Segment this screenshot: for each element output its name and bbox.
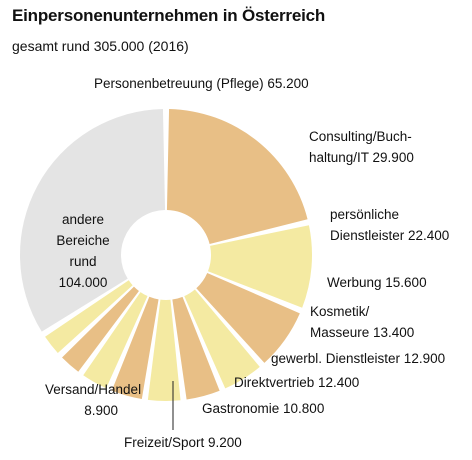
label-line: Bereiche — [56, 233, 109, 248]
label-personenbetreuung-pflege: Personenbetreuung (Pflege) 65.200 — [94, 76, 309, 91]
label-freizeit-sport: Freizeit/Sport 9.200 — [124, 435, 242, 450]
label-line: persönliche — [330, 207, 399, 222]
donut-slices — [20, 109, 312, 401]
label-line: 8.900 — [84, 403, 118, 418]
label-line: Kosmetik/ — [310, 304, 370, 319]
label-line: 104.000 — [59, 275, 108, 290]
slice-versand-handel — [45, 280, 133, 354]
label-line: Freizeit/Sport 9.200 — [124, 435, 242, 450]
label-werbung: Werbung 15.600 — [327, 275, 427, 290]
label-line: Werbung 15.600 — [327, 275, 427, 290]
label-consulting-buchhaltung-it: Consulting/Buch-haltung/IT 29.900 — [309, 129, 414, 165]
slice-gastronomie — [83, 292, 148, 389]
slice-andere-bereiche — [20, 109, 166, 332]
slice-kosmetik-masseure — [172, 296, 220, 400]
label-persoenliche-dienstleister: persönliche Dienstleister 22.400 — [330, 207, 449, 243]
label-line: Personenbetreuung (Pflege) 65.200 — [94, 76, 309, 91]
label-versand-handel: Versand/Handel 8.900 — [45, 382, 141, 418]
chart-title: Einpersonenunternehmen in Österreich — [12, 6, 326, 25]
label-kosmetik-masseure: Kosmetik/Masseure 13.400 — [310, 304, 414, 340]
label-line: andere — [62, 212, 104, 227]
label-line: Masseure 13.400 — [310, 325, 414, 340]
label-line: gewerbl. Dienstleister 12.900 — [271, 351, 445, 366]
label-line: Versand/Handel — [45, 382, 141, 397]
slice-gewerbl-dienstleister — [147, 299, 181, 401]
label-line: Gastronomie 10.800 — [202, 401, 324, 416]
slice-consulting-buchhaltung-it — [207, 225, 312, 308]
slice-freizeit-sport — [62, 286, 139, 372]
slice-personenbetreuung-pflege — [166, 109, 308, 244]
label-line: Consulting/Buch- — [309, 129, 412, 144]
label-line: rund — [69, 254, 96, 269]
label-line: Dienstleister 22.400 — [330, 228, 449, 243]
label-gewerbl-dienstleister: gewerbl. Dienstleister 12.900 — [271, 351, 445, 366]
slice-werbung — [184, 289, 260, 389]
slice-labels: Personenbetreuung (Pflege) 65.200 Consult… — [45, 76, 449, 450]
chart-subtitle: gesamt rund 305.000 (2016) — [12, 38, 189, 54]
slice-direktvertrieb — [111, 296, 159, 399]
slice-persoenliche-dienstleister — [196, 272, 300, 363]
label-line: haltung/IT 29.900 — [309, 150, 414, 165]
label-direktvertrieb: Direktvertrieb 12.400 — [234, 375, 359, 390]
label-line: Direktvertrieb 12.400 — [234, 375, 359, 390]
label-andere-bereiche: andere Bereiche rund 104.000 — [56, 212, 109, 290]
label-gastronomie: Gastronomie 10.800 — [202, 401, 324, 416]
